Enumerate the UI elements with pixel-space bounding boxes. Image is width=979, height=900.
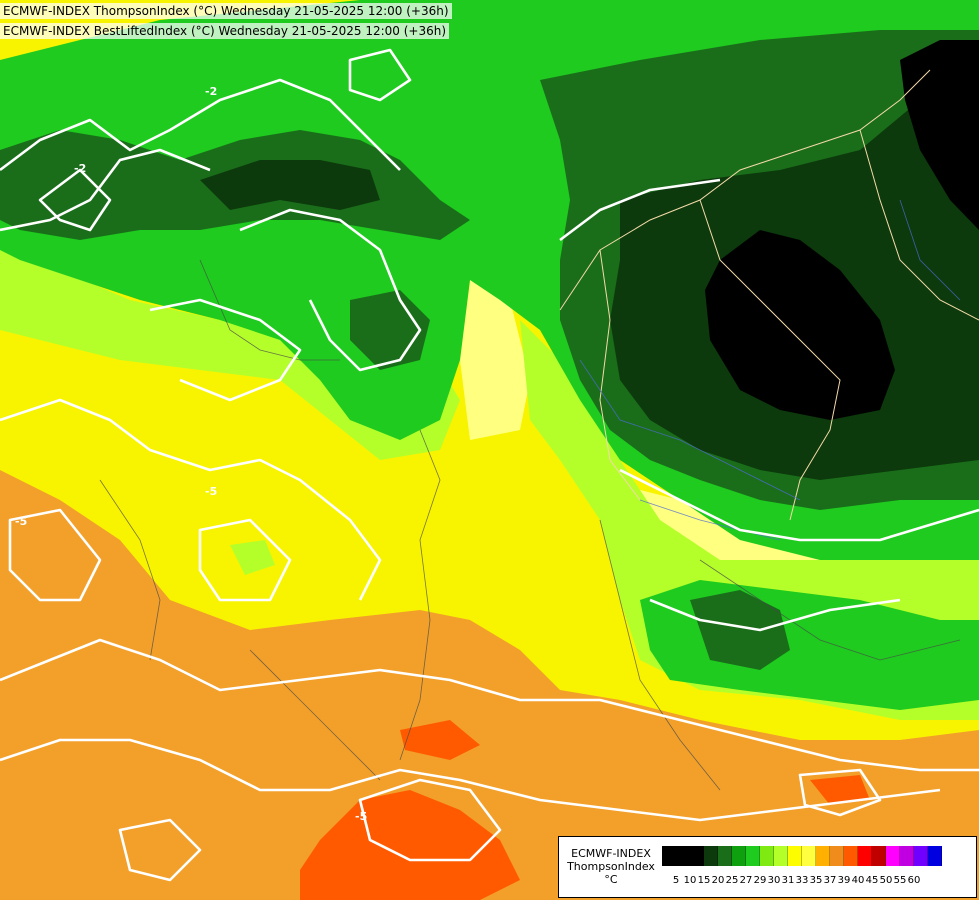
- legend-swatch: [732, 846, 746, 866]
- legend-swatch: [690, 846, 704, 866]
- country-borders: [559, 69, 979, 521]
- contour-label: -5: [205, 485, 217, 498]
- legend-source: ECMWF-INDEX: [571, 847, 651, 860]
- map-title-line-2: ECMWF-INDEX BestLiftedIndex (°C) Wednesd…: [0, 23, 450, 39]
- legend-swatch: [844, 846, 858, 866]
- legend-tick-label: 40: [851, 875, 865, 886]
- legend-swatches: [662, 846, 942, 866]
- legend-swatch: [872, 846, 886, 866]
- darkgreen-south: [690, 590, 790, 670]
- legend-swatch: [900, 846, 914, 866]
- legend-swatch: [802, 846, 816, 866]
- orange-region-left: [0, 500, 90, 640]
- legend-tick-label: 55: [893, 875, 907, 886]
- darkorange-spot: [400, 720, 480, 760]
- contour-label: -5: [15, 515, 27, 528]
- paleyellow-band: [460, 280, 530, 440]
- legend-swatch: [886, 846, 900, 866]
- darkorange-spot-right: [810, 775, 870, 805]
- legend-swatch: [928, 846, 942, 866]
- legend-swatch: [774, 846, 788, 866]
- legend-unit: °C: [604, 873, 618, 886]
- contour-label: -2: [74, 162, 86, 175]
- legend-swatch: [718, 846, 732, 866]
- legend-swatch: [760, 846, 774, 866]
- legend-parameter: ThompsonIndex: [567, 860, 655, 873]
- legend-swatch: [858, 846, 872, 866]
- legend-swatch: [788, 846, 802, 866]
- contour-label: -2: [205, 85, 217, 98]
- contour-label: -5: [355, 810, 367, 823]
- legend-tick-label: 27: [739, 875, 753, 886]
- legend-tick-label: 20: [711, 875, 725, 886]
- legend-tick-label: 50: [879, 875, 893, 886]
- legend-swatch: [830, 846, 844, 866]
- legend-tick-label: 15: [697, 875, 711, 886]
- legend-tick-label: 33: [795, 875, 809, 886]
- verydarkgreen-north: [200, 160, 380, 210]
- legend-swatch: [746, 846, 760, 866]
- legend-tick-label: 60: [907, 875, 921, 886]
- legend-swatch: [704, 846, 718, 866]
- legend-tick-label: 30: [767, 875, 781, 886]
- legend-tick-label: 35: [809, 875, 823, 886]
- lightgreen-spot: [230, 540, 275, 575]
- legend-swatch: [914, 846, 928, 866]
- regional-borders: [99, 259, 961, 791]
- legend-tick-label: 10: [683, 875, 697, 886]
- legend-tick-label: 31: [781, 875, 795, 886]
- legend-tick-label: 37: [823, 875, 837, 886]
- black-core: [705, 230, 895, 420]
- black-corner: [900, 40, 979, 230]
- legend-swatch: [816, 846, 830, 866]
- legend-tick-label: 5: [672, 875, 680, 886]
- orange-region: [0, 470, 979, 900]
- legend-swatch: [662, 846, 676, 866]
- legend-tick-label: 29: [753, 875, 767, 886]
- legend-tick-label: 25: [725, 875, 739, 886]
- legend-tick-label: 45: [865, 875, 879, 886]
- contour-labels: -2 -2 -5 -5 -5: [15, 85, 367, 823]
- map-title-line-1: ECMWF-INDEX ThompsonIndex (°C) Wednesday…: [0, 3, 452, 19]
- darkorange-blob: [300, 790, 520, 900]
- darkgreen-mid: [350, 290, 430, 370]
- legend-title: ECMWF-INDEX ThompsonIndex °C: [563, 847, 659, 886]
- lifted-index-contours: [0, 48, 979, 882]
- legend-tick-label: 39: [837, 875, 851, 886]
- legend-swatch: [676, 846, 690, 866]
- color-legend: ECMWF-INDEX ThompsonIndex °C 5 10 15 20 25 27…: [558, 836, 977, 898]
